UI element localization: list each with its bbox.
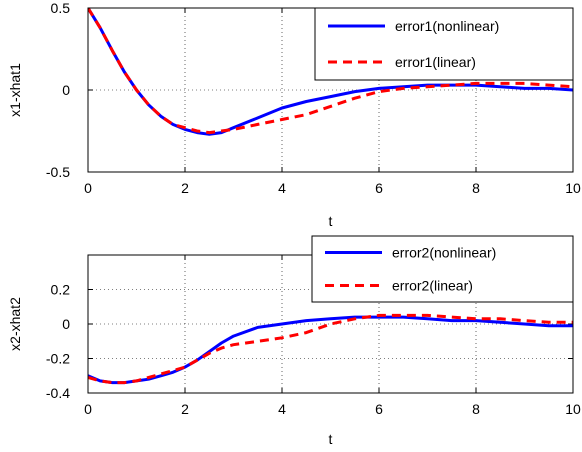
x-tick-label: 8	[472, 401, 480, 417]
legend-label: error1(linear)	[395, 54, 476, 70]
y-axis-label: x1-xhat1	[7, 63, 23, 117]
legend-box	[311, 235, 574, 303]
x-tick-label: 0	[84, 401, 92, 417]
y-tick-label: -0.2	[46, 351, 70, 367]
x-tick-label: 8	[472, 180, 480, 196]
y-axis-label: x2-xhat2	[7, 297, 23, 351]
legend: error1(nonlinear) error1(linear)	[314, 7, 574, 81]
x-axis-label: t	[329, 213, 333, 229]
x-tick-label: 10	[565, 401, 581, 417]
series-line-error1-linear-	[88, 8, 573, 135]
x-tick-label: 10	[565, 180, 581, 196]
y-tick-label: 0.5	[51, 0, 71, 16]
x-tick-label: 4	[278, 180, 286, 196]
chart-2: 0 2 4 6 8 10 0.2 0 -0.2 -0.4 t x2-xhat2 error2(nonli…	[7, 235, 581, 447]
x-tick-label: 2	[181, 401, 189, 417]
y-tick-label: 0	[62, 316, 70, 332]
legend-box	[314, 7, 574, 81]
x-tick-label: 4	[278, 401, 286, 417]
y-tick-label: 0	[62, 82, 70, 98]
legend-label: error2(linear)	[392, 278, 473, 294]
legend-label: error1(nonlinear)	[395, 18, 499, 34]
legend: error2(nonlinear) error2(linear)	[311, 235, 574, 303]
y-tick-label: -0.4	[46, 385, 70, 401]
y-tick-label: -0.5	[46, 164, 70, 180]
series-line-error1-nonlinear-	[88, 8, 573, 136]
y-tick-label: 0.2	[51, 282, 71, 298]
series-line-error2-linear-	[88, 313, 573, 385]
x-tick-label: 0	[84, 180, 92, 196]
x-tick-label: 6	[375, 401, 383, 417]
x-tick-label: 6	[375, 180, 383, 196]
x-axis-label: t	[329, 431, 333, 447]
chart-1: 0 2 4 6 8 10 0.5 0 -0.5 t x1-xhat1 error1(nonlinear…	[7, 0, 581, 229]
x-tick-label: 2	[181, 180, 189, 196]
legend-label: error2(nonlinear)	[392, 245, 496, 261]
